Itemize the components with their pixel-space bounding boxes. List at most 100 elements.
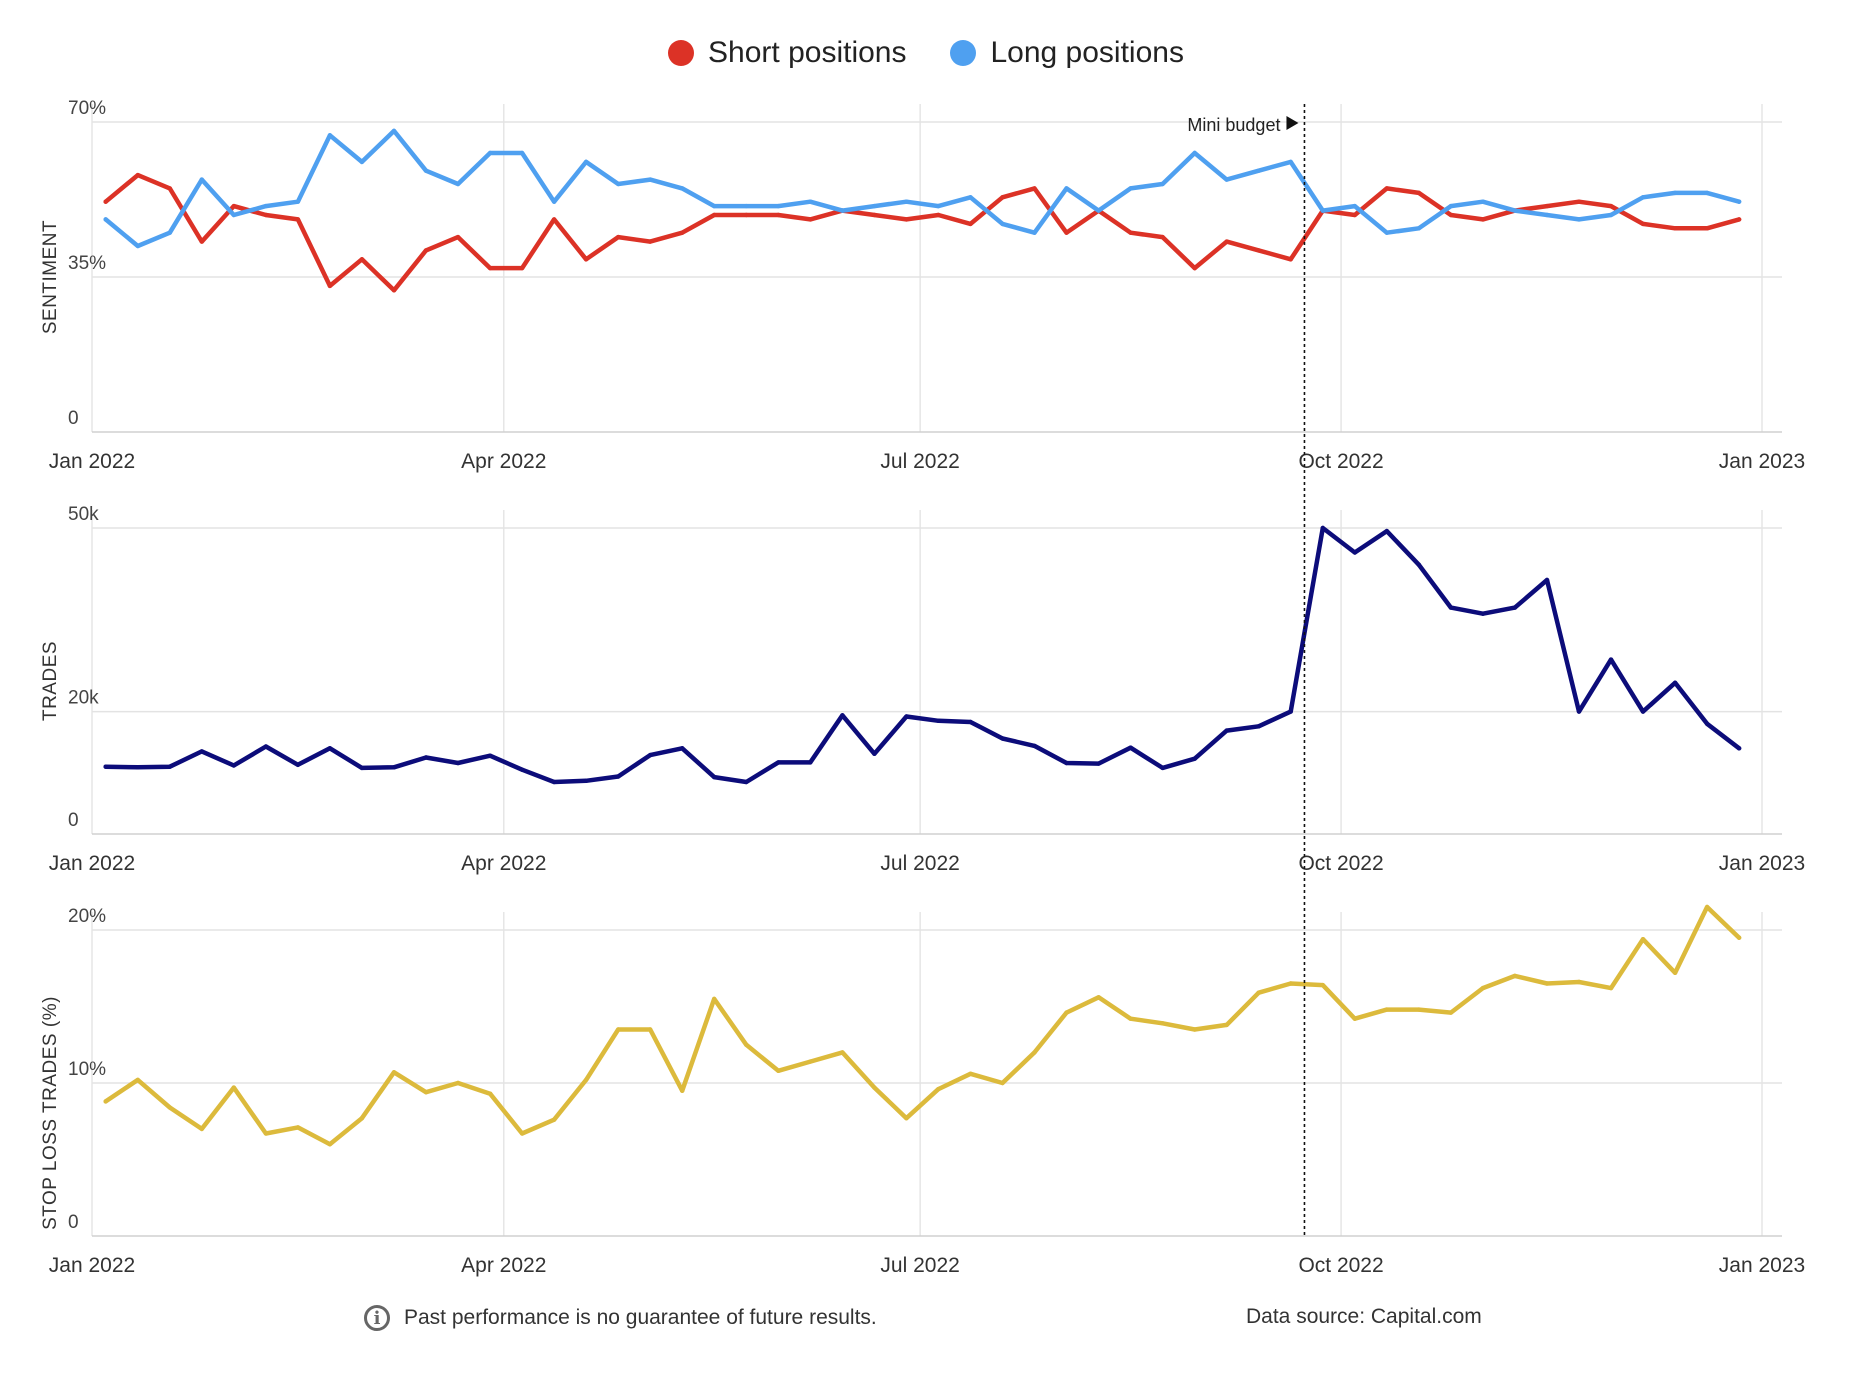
data-point[interactable]	[968, 1071, 973, 1077]
data-point[interactable]	[1608, 985, 1614, 991]
data-point[interactable]	[872, 1085, 877, 1090]
data-point[interactable]	[231, 1085, 236, 1090]
data-point[interactable]	[487, 1091, 493, 1096]
data-point[interactable]	[295, 217, 301, 222]
data-point[interactable]	[1288, 709, 1293, 714]
data-point[interactable]	[423, 755, 429, 760]
data-point[interactable]	[135, 1077, 140, 1083]
data-point[interactable]	[263, 212, 269, 218]
data-point[interactable]	[1160, 234, 1165, 240]
legend-item-long[interactable]: Long positions	[950, 36, 1184, 70]
series-line[interactable]	[103, 525, 1742, 785]
data-point[interactable]	[1512, 208, 1518, 213]
data-point[interactable]	[1288, 257, 1293, 262]
data-point[interactable]	[327, 133, 333, 138]
series-line-short-positions[interactable]	[103, 172, 1742, 293]
data-point[interactable]	[968, 195, 973, 200]
data-point[interactable]	[680, 230, 685, 235]
data-point[interactable]	[872, 203, 877, 209]
data-point[interactable]	[231, 203, 236, 209]
data-point[interactable]	[1576, 709, 1582, 714]
data-point[interactable]	[1192, 1027, 1197, 1032]
data-point[interactable]	[648, 752, 653, 758]
data-point[interactable]	[1192, 150, 1197, 156]
data-point[interactable]	[776, 212, 781, 218]
data-point[interactable]	[519, 265, 525, 271]
data-point[interactable]	[776, 1068, 781, 1074]
data-point[interactable]	[327, 746, 333, 751]
data-point[interactable]	[1224, 728, 1229, 733]
data-point[interactable]	[1672, 680, 1678, 685]
data-point[interactable]	[1096, 995, 1101, 1000]
data-point[interactable]	[648, 177, 653, 182]
data-point[interactable]	[808, 760, 813, 765]
data-point[interactable]	[199, 177, 204, 182]
data-point[interactable]	[1192, 265, 1197, 271]
data-point[interactable]	[1352, 203, 1358, 209]
data-point[interactable]	[423, 168, 429, 173]
legend-item-short[interactable]: Short positions	[668, 36, 906, 70]
data-point[interactable]	[1032, 230, 1037, 235]
data-point[interactable]	[1064, 186, 1069, 191]
data-point[interactable]	[1128, 745, 1133, 750]
data-point[interactable]	[295, 762, 301, 767]
data-point[interactable]	[1576, 979, 1582, 985]
data-point[interactable]	[1320, 208, 1326, 213]
data-point[interactable]	[840, 1050, 845, 1055]
data-point[interactable]	[904, 199, 909, 204]
data-point[interactable]	[904, 714, 909, 719]
data-point[interactable]	[1032, 1050, 1037, 1055]
data-point[interactable]	[167, 1105, 172, 1110]
data-point[interactable]	[1416, 190, 1422, 196]
data-point[interactable]	[359, 1116, 365, 1121]
data-point[interactable]	[680, 186, 685, 191]
data-point[interactable]	[1736, 935, 1742, 940]
data-point[interactable]	[1288, 981, 1293, 986]
data-point[interactable]	[840, 713, 845, 718]
data-point[interactable]	[391, 765, 397, 770]
data-point[interactable]	[1576, 217, 1582, 222]
data-point[interactable]	[1256, 248, 1261, 253]
data-point[interactable]	[167, 764, 172, 769]
data-point[interactable]	[583, 1077, 589, 1083]
data-point[interactable]	[1128, 1016, 1133, 1021]
data-point[interactable]	[1736, 199, 1742, 204]
data-point[interactable]	[103, 764, 108, 769]
data-point[interactable]	[872, 751, 877, 756]
data-point[interactable]	[167, 186, 172, 191]
data-point[interactable]	[1640, 195, 1646, 200]
data-point[interactable]	[1000, 736, 1005, 741]
data-point[interactable]	[1544, 203, 1550, 209]
data-point[interactable]	[455, 1080, 461, 1086]
data-point[interactable]	[455, 760, 461, 766]
data-point[interactable]	[1256, 724, 1261, 729]
data-point[interactable]	[135, 172, 140, 178]
data-point[interactable]	[936, 718, 941, 723]
data-point[interactable]	[551, 217, 557, 222]
data-point[interactable]	[872, 212, 877, 218]
data-point[interactable]	[1512, 605, 1518, 610]
data-point[interactable]	[1384, 1007, 1390, 1012]
data-point[interactable]	[1064, 760, 1069, 766]
series-line[interactable]	[103, 904, 1742, 1147]
data-point[interactable]	[1704, 190, 1710, 196]
data-point[interactable]	[1416, 562, 1422, 567]
data-point[interactable]	[1512, 973, 1518, 979]
data-point[interactable]	[231, 212, 236, 218]
data-point[interactable]	[1352, 212, 1358, 218]
data-point[interactable]	[776, 203, 781, 209]
data-point[interactable]	[519, 150, 525, 156]
data-point[interactable]	[1000, 1080, 1005, 1086]
data-point[interactable]	[1192, 756, 1197, 761]
data-point[interactable]	[1416, 1007, 1422, 1012]
data-point[interactable]	[776, 760, 781, 765]
data-point[interactable]	[391, 128, 397, 134]
data-point[interactable]	[455, 181, 461, 187]
data-point[interactable]	[712, 996, 717, 1002]
data-point[interactable]	[904, 1116, 909, 1121]
data-point[interactable]	[1096, 761, 1101, 766]
data-point[interactable]	[1672, 190, 1678, 196]
data-point[interactable]	[391, 1070, 397, 1075]
data-point[interactable]	[487, 265, 493, 271]
data-point[interactable]	[1448, 1010, 1454, 1015]
